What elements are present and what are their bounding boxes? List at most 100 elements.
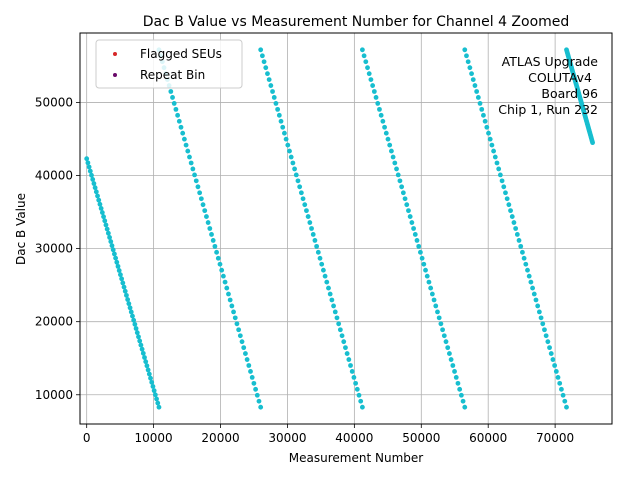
data-point [127,305,133,311]
data-point [290,160,296,166]
data-point [168,89,174,94]
data-point [455,380,461,386]
data-point [458,392,464,398]
data-point [469,71,474,77]
data-point [358,398,364,404]
data-point [359,47,365,53]
data-point [383,130,389,136]
data-point [426,279,432,285]
data-point [285,142,291,148]
data-point [366,71,372,77]
data-point [523,261,529,267]
data-point [494,160,500,166]
data-point [443,339,449,345]
data-point [418,249,423,255]
data-point [118,272,123,278]
data-point [344,351,350,356]
data-point [440,327,445,333]
data-point [359,404,365,410]
data-point [392,160,398,166]
y-axis: 10000 20000 30000 40000 50000 [35,95,80,402]
data-point [265,71,270,77]
data-point [533,297,539,303]
annotation-line-3: Board 96 [541,86,598,101]
data-point [329,297,335,303]
data-point [564,404,569,410]
data-point [292,166,297,172]
data-series [84,47,595,410]
data-point [115,263,121,269]
data-point [183,142,189,148]
data-point [514,232,520,237]
data-point [400,190,406,196]
data-point [542,327,547,333]
data-point [144,363,150,369]
annotation-line-1: ATLAS Upgrade [502,54,599,69]
data-point [513,226,519,231]
data-point [90,177,96,182]
data-point [276,112,282,118]
data-point [450,363,456,368]
data-point [394,166,399,172]
data-point [258,404,264,410]
data-point [241,345,247,351]
data-point [142,355,147,360]
data-point [464,53,469,59]
data-point [261,59,267,65]
data-point [244,357,250,362]
data-point [215,255,221,261]
data-point [503,190,508,196]
data-point [481,112,486,118]
data-point [341,339,347,345]
data-point [462,47,468,53]
data-point [375,101,381,106]
data-point [197,190,203,196]
data-point [531,291,537,297]
data-point [253,386,258,392]
data-point [404,202,410,208]
data-point [528,279,534,285]
data-point [416,243,422,249]
data-point [465,59,471,65]
data-point [220,273,226,279]
data-point [406,208,411,214]
data-point [380,118,386,124]
data-point [348,363,353,368]
data-point [436,315,442,321]
data-point [452,369,457,374]
data-point [337,327,343,333]
data-point [538,315,544,321]
data-point [278,118,284,124]
data-point [271,95,277,100]
data-point [134,330,140,336]
data-point [327,291,333,297]
data-point [390,154,396,160]
data-point [192,172,197,178]
data-sweep [84,156,162,410]
data-point [550,357,556,362]
data-point [474,89,480,94]
data-point [140,350,146,356]
data-point [457,386,463,392]
data-point [297,184,303,190]
y-tick-label: 50000 [35,95,73,109]
data-point [382,124,387,130]
data-point [475,95,481,100]
data-point [536,309,542,315]
data-point [553,369,559,374]
data-point [407,214,413,219]
data-point [590,140,595,146]
data-point [219,267,225,273]
data-point [321,267,326,273]
data-point [314,243,320,249]
data-point [282,130,287,136]
data-point [496,166,502,172]
legend-marker-flagged-seus [113,52,117,56]
data-point [371,89,377,94]
data-point [148,375,153,381]
data-point [332,309,338,315]
legend-label-repeat-bin: Repeat Bin [140,68,205,82]
data-point [411,226,416,231]
data-point [354,386,360,392]
data-point [143,359,149,365]
